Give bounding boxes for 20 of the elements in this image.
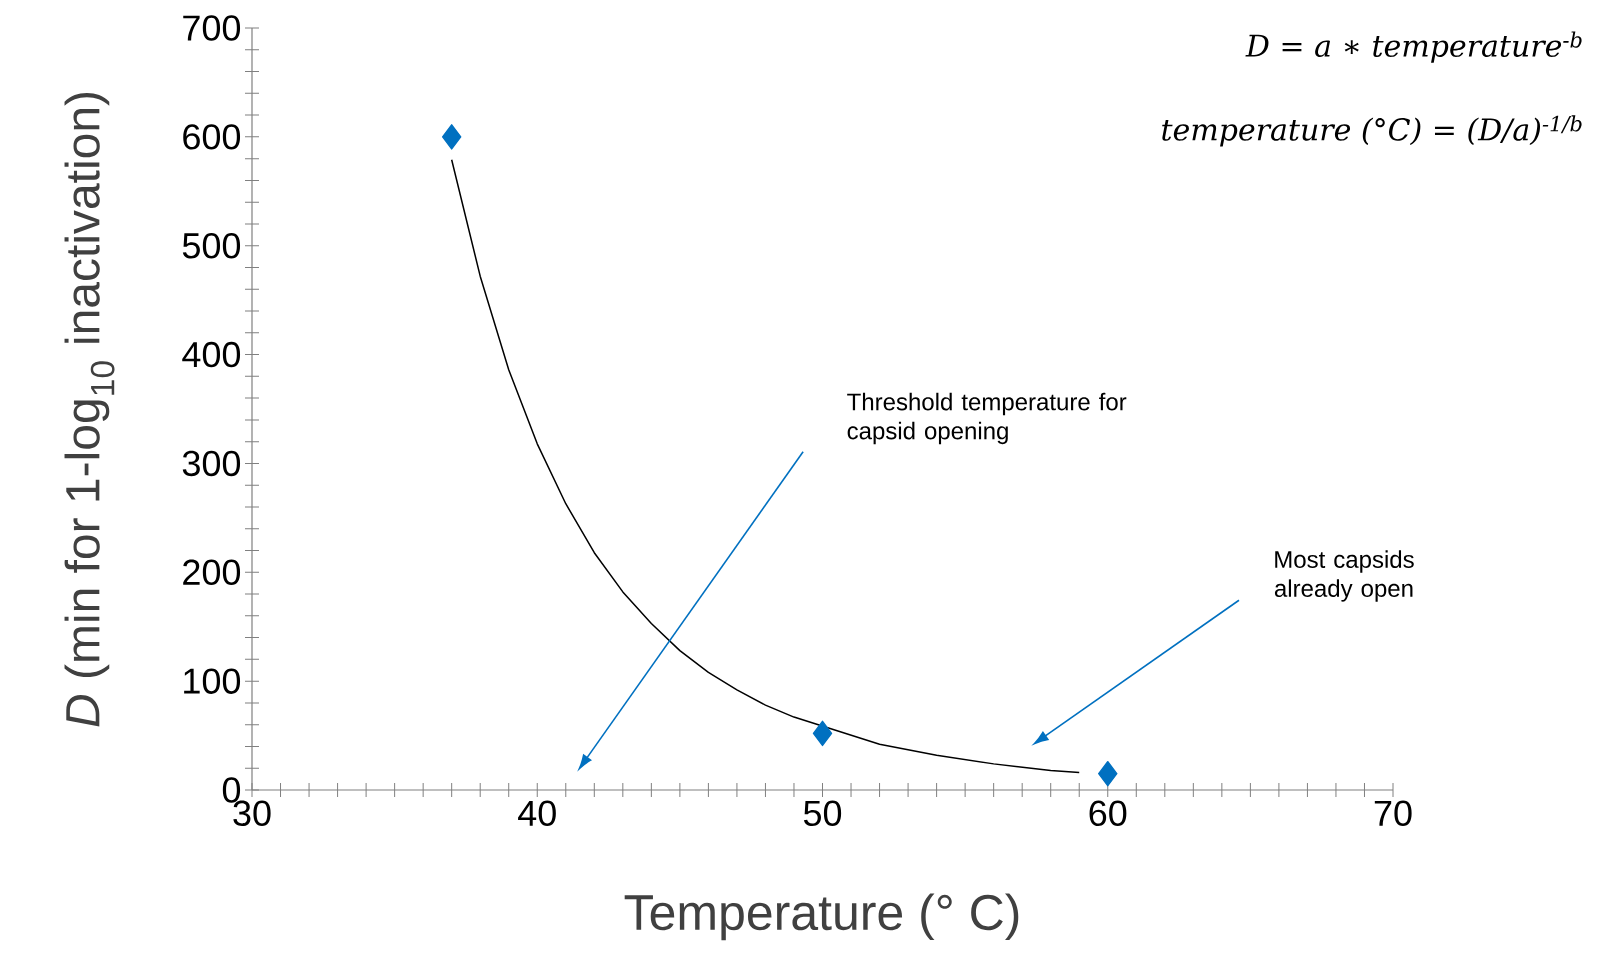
x-axis-title: Temperature (° C)	[624, 893, 1019, 941]
y-tick-label: 600	[183, 124, 241, 150]
point	[1098, 760, 1118, 787]
annotation: Threshold temperature for capsid opening	[847, 392, 1127, 445]
y-tick-label: 300	[182, 450, 241, 477]
y-axis-title: D (min for 1-log$_{10}$ inactivation)	[64, 92, 115, 727]
annotation: D = a ∗ temperature$^{-b}$	[1245, 31, 1582, 63]
y-tick-label: 200	[183, 559, 241, 586]
y-tick-label: 400	[182, 341, 241, 368]
y-tick-label: 500	[182, 232, 241, 259]
point	[812, 720, 833, 747]
x-tick-label: 50	[803, 800, 842, 827]
y-tick-label: 700	[183, 15, 241, 41]
x-tick-label: 60	[1089, 800, 1127, 827]
y-tick-label: 100	[184, 668, 241, 694]
annotation: temperature (°C) = (D/a)$^{-1/b}$	[1162, 115, 1582, 147]
point	[441, 124, 462, 150]
annotation: Most capsids already open	[1274, 550, 1414, 602]
x-tick-label: 40	[518, 800, 556, 827]
x-tick-label: 70	[1374, 800, 1412, 827]
